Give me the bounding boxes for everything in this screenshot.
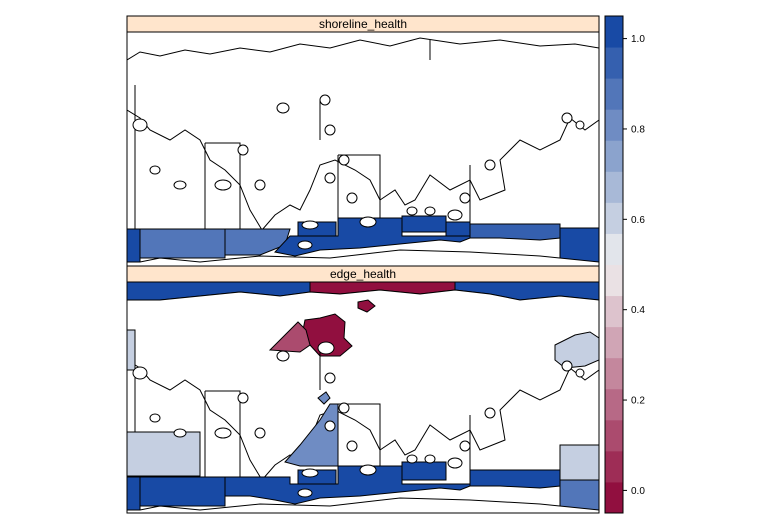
colorbar-bin xyxy=(605,295,623,328)
islands-top xyxy=(132,94,585,250)
edge-region xyxy=(559,444,599,481)
colorbar-bin xyxy=(605,109,623,141)
colorbar-tick-label: 0.2 xyxy=(631,396,645,407)
shore-region xyxy=(139,228,226,259)
colorbar-bin xyxy=(605,326,623,359)
panel-shoreline-health: shoreline_health xyxy=(126,15,600,267)
colorbar-tick-label: 0.6 xyxy=(631,215,645,226)
edge-region xyxy=(284,403,339,467)
colorbar-bin xyxy=(605,388,623,421)
map-bottom xyxy=(127,282,599,513)
colorbar-bin xyxy=(605,202,623,234)
edge-region xyxy=(127,476,141,511)
edge-region xyxy=(127,431,201,477)
colorbar: 0.0 0.2 0.4 0.6 0.8 1.0 xyxy=(604,15,645,514)
colorbar-bin xyxy=(605,16,623,48)
colorbar-bin xyxy=(605,450,623,483)
edge-region xyxy=(127,329,136,371)
colorbar-tick-label: 0.0 xyxy=(631,486,645,497)
edge-region xyxy=(469,469,561,489)
colorbar-frame xyxy=(604,15,624,514)
edge-region xyxy=(139,476,226,507)
colorbar-bin xyxy=(605,264,623,297)
edge-region xyxy=(554,331,599,369)
shore-region xyxy=(274,217,471,257)
shore-region xyxy=(469,223,561,241)
landmass-bottom xyxy=(127,289,599,481)
panel-edge-health: edge_health xyxy=(126,265,600,514)
colorbar-tick-label: 1.0 xyxy=(631,34,645,45)
colorbar-bin xyxy=(605,78,623,110)
landmass-south-bottom xyxy=(127,497,599,513)
colorbar-bin xyxy=(605,357,623,390)
colorbar-bin xyxy=(605,140,623,172)
edge-region xyxy=(224,465,471,505)
region-outlines-top xyxy=(134,40,471,229)
edge-region xyxy=(357,299,376,313)
map-top xyxy=(127,37,599,266)
shore-region xyxy=(127,228,141,263)
colorbar-tick-label: 0.8 xyxy=(631,124,645,135)
strip-label-bottom: edge_health xyxy=(330,267,396,281)
panel-border-bottom xyxy=(126,281,600,514)
edge-region xyxy=(317,391,331,405)
landmass-south-top xyxy=(127,249,599,266)
shore-region xyxy=(224,228,291,256)
colorbar-tick-label: 0.4 xyxy=(631,305,645,316)
edge-region xyxy=(559,479,599,511)
colorbar-bin xyxy=(605,419,623,452)
shore-region xyxy=(401,215,447,233)
shore-region xyxy=(559,227,599,263)
islands-bottom xyxy=(132,341,585,498)
edge-region xyxy=(401,461,447,481)
colorbar-bin xyxy=(605,47,623,79)
strip-label-top: shoreline_health xyxy=(319,17,407,31)
colorbar-bin xyxy=(605,171,623,203)
colorbar-bin xyxy=(605,481,623,514)
region-outlines-bottom xyxy=(134,335,471,477)
shore-region xyxy=(445,221,471,237)
edge-region xyxy=(268,321,311,353)
colorbar-bin xyxy=(605,233,623,265)
